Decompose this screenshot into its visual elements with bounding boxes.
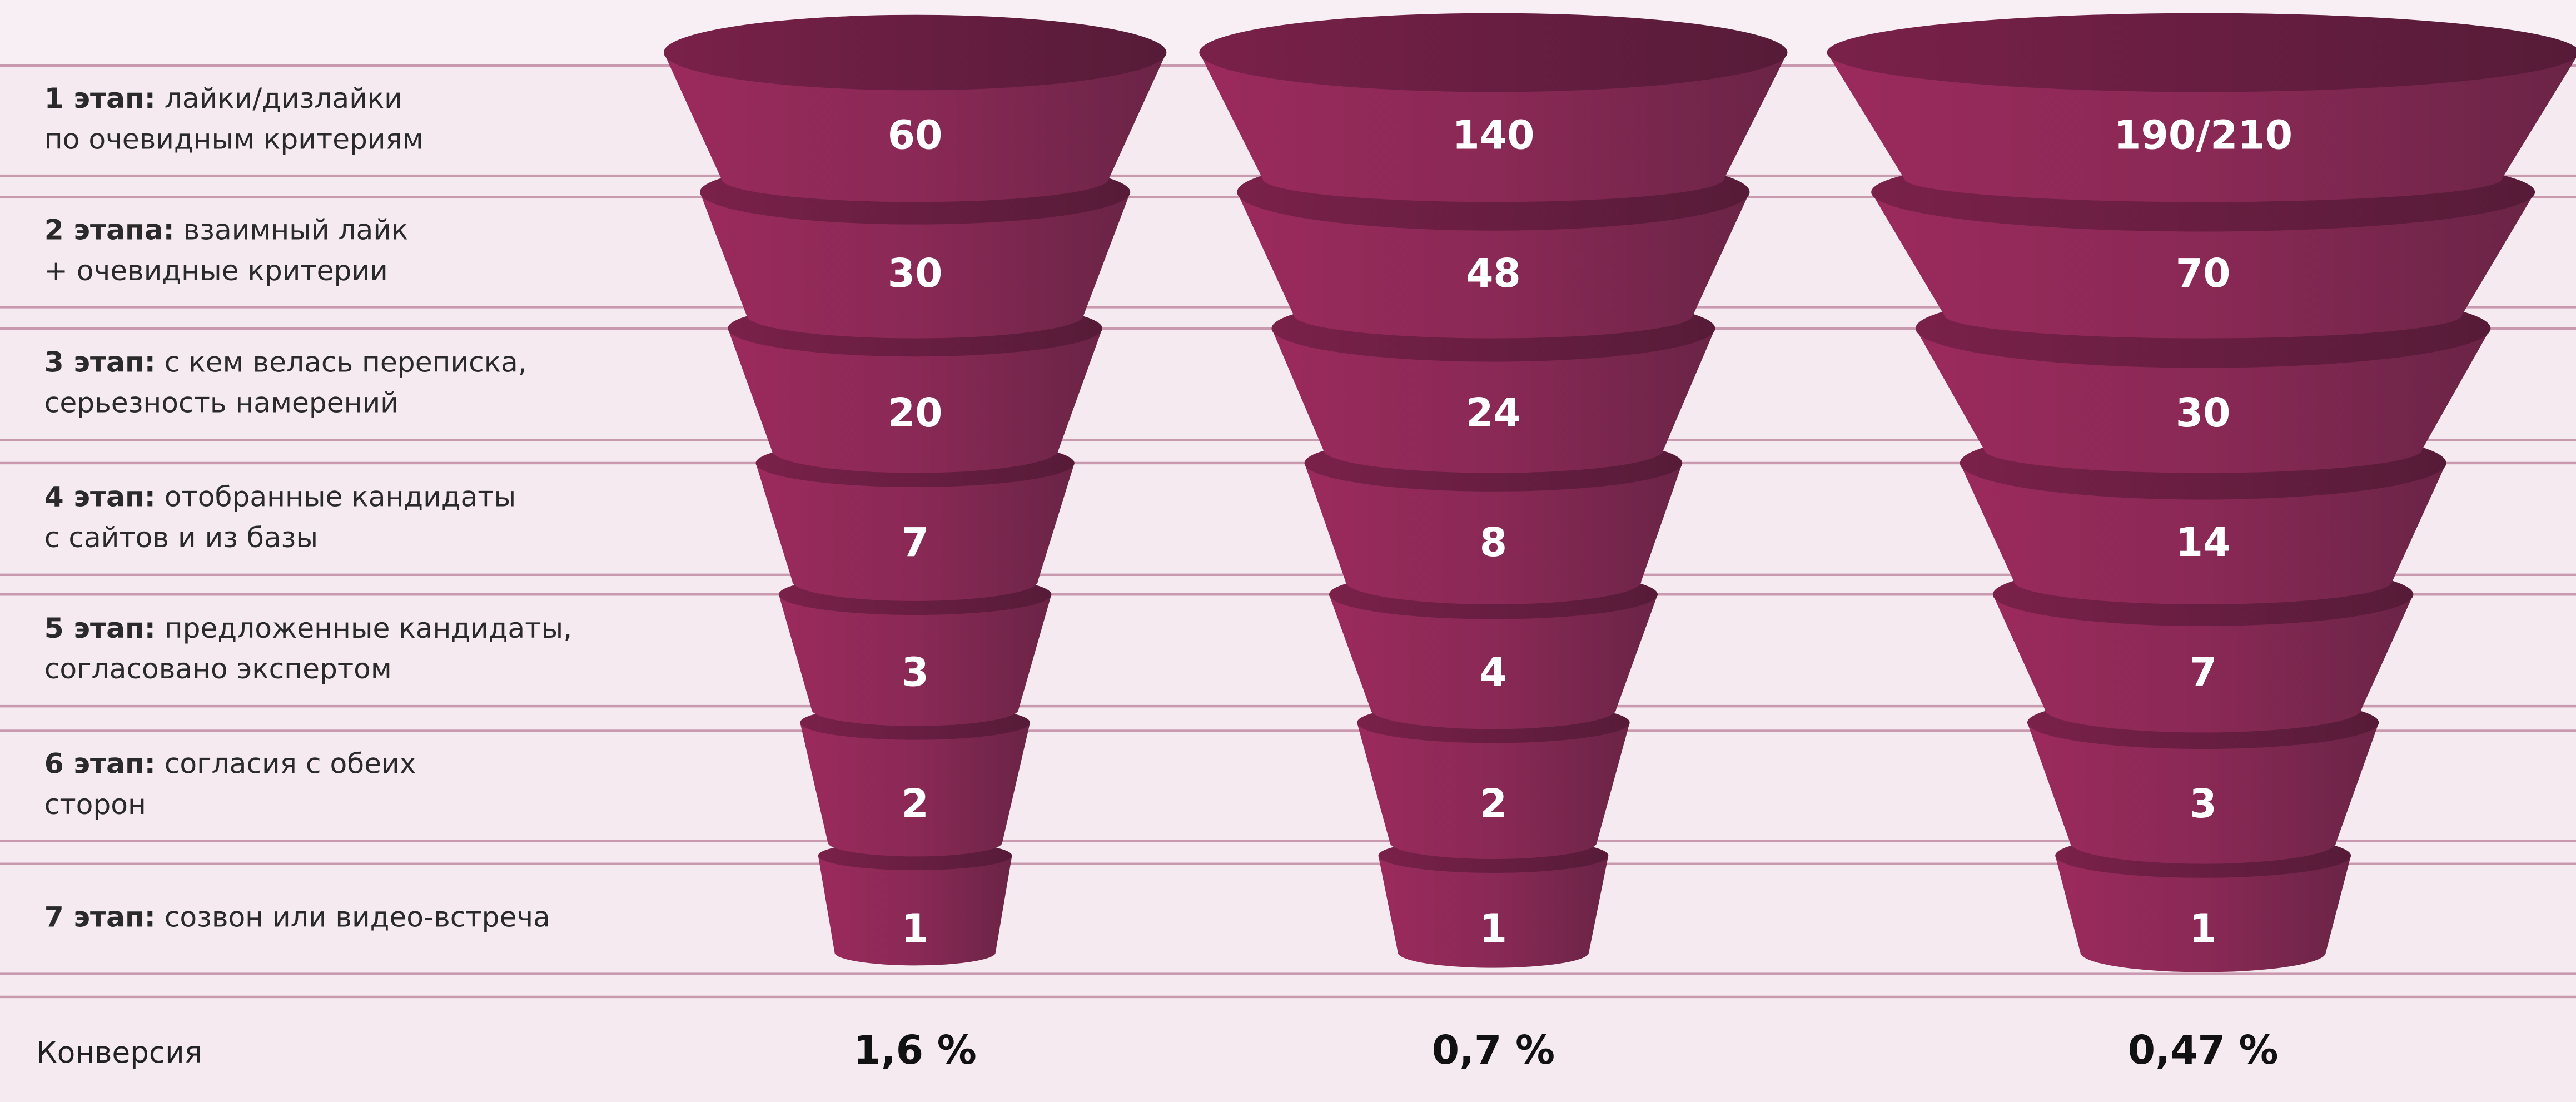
- stage-number: 1 этап:: [44, 82, 156, 115]
- stage-text: созвон или видео-встреча: [165, 900, 550, 933]
- stage-space: [156, 82, 165, 115]
- funnel: [663, 14, 1167, 966]
- funnel-segment: [818, 855, 1012, 966]
- funnel-segment: [1871, 192, 2535, 339]
- conversion-value: 0,47 %: [2128, 1027, 2279, 1073]
- funnel-segment: [1271, 328, 1715, 473]
- funnel-value: 20: [888, 390, 943, 436]
- funnel-segment: [1827, 52, 2576, 202]
- stage-label: 2 этапа: взаимный лайк: [44, 213, 409, 246]
- funnel: [1827, 13, 2576, 972]
- funnel-segment: [778, 594, 1052, 726]
- funnel-value: 140: [1452, 112, 1534, 158]
- stage-number: 4 этап:: [44, 480, 156, 513]
- funnel-value: 30: [888, 250, 943, 296]
- funnel-value: 24: [1466, 390, 1521, 436]
- stage-label: 1 этап: лайки/дизлайки: [44, 82, 402, 115]
- stage-space: [175, 213, 183, 246]
- funnel-segment: [1992, 594, 2414, 733]
- funnel-segment-top: [1199, 13, 1788, 92]
- conversion-value: 0,7 %: [1432, 1027, 1555, 1073]
- stage-label-line: серьезность намерений: [44, 386, 399, 419]
- funnel-value: 2: [1480, 781, 1507, 827]
- funnel-value: 14: [2176, 519, 2231, 565]
- stage-label-line: + очевидные критерии: [44, 254, 388, 287]
- funnel-segment: [1199, 52, 1788, 202]
- stage-space: [156, 611, 165, 644]
- funnel-value: 2: [901, 781, 928, 827]
- funnel-value: 190/210: [2113, 112, 2292, 158]
- stage-label-line: сторон: [44, 788, 146, 821]
- funnel-segment: [663, 52, 1167, 202]
- stage-number: 3 этап:: [44, 345, 156, 378]
- stage-label-line: по очевидным критериям: [44, 123, 424, 156]
- funnel-segment: [1357, 722, 1630, 860]
- stage-number: 5 этап:: [44, 611, 156, 644]
- funnel-value: 4: [1480, 649, 1507, 696]
- funnel-value: 8: [1480, 519, 1507, 565]
- funnel-value: 1: [1480, 905, 1507, 951]
- funnel-value: 7: [901, 519, 928, 565]
- funnel-segment: [755, 463, 1075, 601]
- funnel-segment: [2055, 855, 2351, 972]
- stage-label-line: согласовано экспертом: [44, 652, 392, 685]
- funnel-value: 48: [1466, 250, 1521, 296]
- funnel-value: 3: [2189, 781, 2216, 827]
- stage-space: [156, 345, 165, 378]
- stage-number: 6 этап:: [44, 747, 156, 780]
- stage-label: 3 этап: с кем велась переписка,: [44, 345, 527, 378]
- conversion-value: 1,6 %: [853, 1027, 976, 1073]
- funnel-segment: [1329, 594, 1658, 729]
- funnel-segment: [800, 722, 1031, 857]
- stage-text: отобранные кандидаты: [165, 480, 516, 513]
- stage-text: взаимный лайк: [183, 213, 409, 246]
- stage-label: 5 этап: предложенные кандидаты,: [44, 611, 572, 644]
- stage-space: [156, 480, 165, 513]
- conversion-label: Конверсия: [36, 1035, 202, 1070]
- funnel-segment: [1237, 192, 1750, 339]
- funnel-value: 1: [2189, 905, 2216, 951]
- stage-label: 6 этап: согласия с обеих: [44, 747, 416, 780]
- stage-number: 2 этапа:: [44, 213, 175, 246]
- stage-space: [156, 900, 165, 933]
- stage-number: 7 этап:: [44, 900, 156, 933]
- funnel-value: 70: [2176, 250, 2231, 296]
- stage-label: 4 этап: отобранные кандидаты: [44, 480, 516, 513]
- funnel-segment: [2027, 722, 2379, 864]
- funnel-value: 3: [901, 649, 928, 696]
- funnel-segment: [1915, 328, 2491, 473]
- stage-text: согласия с обеих: [165, 747, 416, 780]
- stage-space: [156, 747, 165, 780]
- funnel-value: 60: [888, 112, 943, 158]
- funnel-segment: [699, 192, 1131, 339]
- funnel-value: 30: [2176, 390, 2231, 436]
- stage-text: лайки/дизлайки: [165, 82, 402, 115]
- funnel-value: 1: [901, 905, 928, 951]
- stage-label-line: с сайтов и из базы: [44, 521, 318, 554]
- funnel-segment: [1304, 463, 1683, 604]
- stage-text: предложенные кандидаты,: [165, 611, 572, 644]
- funnel-segment: [728, 328, 1103, 473]
- funnel-segment-top: [663, 14, 1167, 91]
- funnel-segment-top: [1827, 13, 2576, 92]
- stage-label: 7 этап: созвон или видео-встреча: [44, 900, 550, 933]
- funnel-segment: [1378, 855, 1609, 968]
- funnel: [1199, 13, 1788, 968]
- funnel-value: 7: [2189, 649, 2216, 696]
- stage-text: с кем велась переписка,: [165, 345, 527, 378]
- funnel-segment: [1960, 463, 2446, 604]
